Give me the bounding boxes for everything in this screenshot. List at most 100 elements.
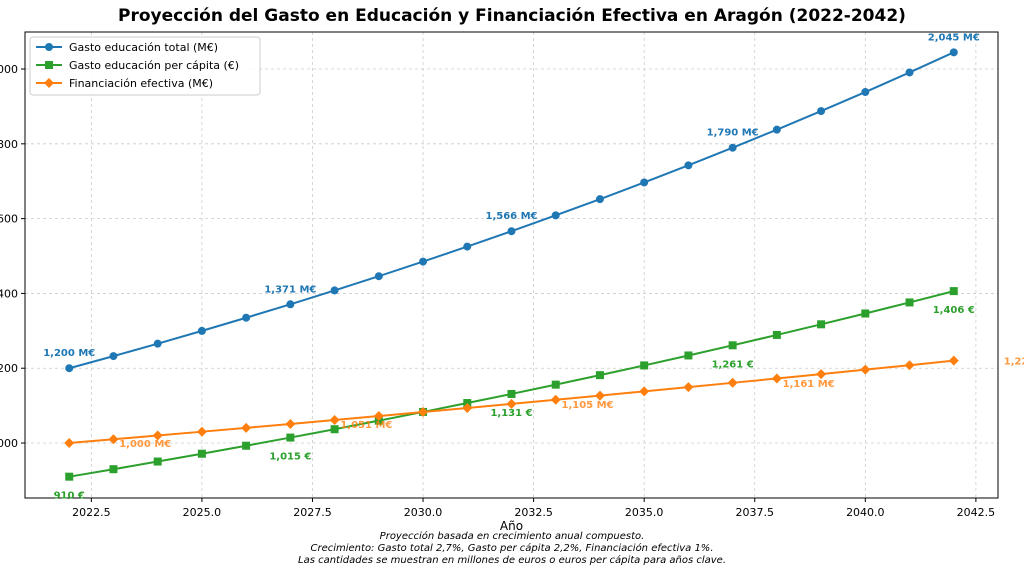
data-point (241, 422, 252, 433)
legend-entry: Financiación efectiva (M€) (69, 77, 213, 90)
data-point (109, 465, 118, 474)
data-point (153, 457, 162, 466)
data-label: 2,045 M€ (928, 32, 980, 43)
data-label: 1,131 € (490, 408, 532, 419)
data-point (772, 330, 781, 339)
y-tick-label: 1600 (0, 213, 18, 226)
x-tick-label: 2027.5 (293, 506, 332, 519)
data-label: 1,371 M€ (264, 284, 316, 295)
data-point (507, 389, 516, 398)
data-point (153, 339, 162, 348)
data-point (65, 364, 74, 373)
footnote-2: Crecimiento: Gasto total 2,7%, Gasto per… (310, 543, 714, 554)
data-point (905, 68, 914, 77)
data-point (373, 411, 384, 422)
data-point (550, 394, 561, 405)
data-label: 1,051 M€ (340, 420, 392, 431)
data-label: 1,220 M€ (1004, 357, 1024, 368)
legend-entry: Gasto educación total (M€) (69, 41, 218, 54)
data-point (949, 287, 958, 296)
data-point (949, 48, 958, 57)
legend-entry: Gasto educación per cápita (€) (69, 59, 239, 72)
data-point (197, 326, 206, 335)
data-point (594, 390, 605, 401)
data-point (286, 300, 295, 309)
data-point (418, 407, 429, 418)
data-point (463, 242, 472, 251)
data-label: 1,000 M€ (119, 439, 171, 450)
x-tick-label: 2037.5 (736, 506, 775, 519)
data-point (551, 211, 560, 220)
y-tick-label: 1200 (0, 362, 18, 375)
data-point (771, 373, 782, 384)
footnote-3: Las cantidades se muestran en millones d… (298, 555, 726, 566)
data-point (684, 161, 693, 170)
legend-marker (45, 61, 53, 69)
data-point (640, 361, 649, 370)
data-point (242, 313, 251, 322)
data-point (285, 418, 296, 429)
data-point (816, 369, 827, 380)
legend-box (29, 36, 261, 96)
data-label: 1,406 € (933, 305, 975, 316)
data-label: 1,566 M€ (485, 211, 537, 222)
data-point (329, 415, 340, 426)
data-label: 1,015 € (269, 452, 311, 463)
x-tick-label: 2032.5 (514, 506, 553, 519)
data-point (639, 386, 650, 397)
x-tick-label: 2022.5 (72, 506, 111, 519)
data-point (330, 425, 339, 434)
data-point (905, 298, 914, 307)
data-point (197, 449, 206, 458)
data-point (507, 227, 516, 236)
plot-frame (24, 31, 999, 499)
y-tick-label: 1400 (0, 287, 18, 300)
x-tick-label: 2042.5 (957, 506, 996, 519)
x-tick-label: 2025.0 (183, 506, 222, 519)
x-tick-label: 2030.0 (404, 506, 443, 519)
x-tick-label: 2040.0 (846, 506, 885, 519)
y-tick-label: 2000 (0, 63, 18, 76)
data-point (860, 364, 871, 375)
data-label: 1,105 M€ (561, 400, 613, 411)
data-point (108, 434, 119, 445)
x-tick-label: 2035.0 (625, 506, 664, 519)
data-point (640, 178, 649, 187)
data-point (551, 380, 560, 389)
x-axis-label: Año (500, 519, 523, 533)
data-point (109, 352, 118, 361)
data-point (904, 360, 915, 371)
data-label: 1,261 € (712, 359, 754, 370)
data-point (595, 371, 604, 380)
data-point (65, 472, 74, 481)
data-point (772, 125, 781, 134)
data-point (64, 438, 75, 449)
legend-marker (44, 78, 54, 88)
data-point (462, 402, 473, 413)
data-point (152, 430, 163, 441)
data-label: 910 € (54, 491, 85, 502)
data-point (419, 257, 428, 266)
data-point (374, 272, 383, 281)
chart-title: Proyección del Gasto en Educación y Fina… (118, 6, 906, 26)
data-point (727, 377, 738, 388)
footnote-1: Proyección basada en crecimiento anual c… (379, 531, 645, 542)
data-point (817, 320, 826, 329)
data-point (196, 426, 207, 437)
data-point (728, 143, 737, 152)
data-label: 1,200 M€ (43, 348, 95, 359)
y-tick-label: 1000 (0, 437, 18, 450)
data-label: 1,161 M€ (783, 379, 835, 390)
data-point (595, 195, 604, 204)
data-point (683, 382, 694, 393)
data-label: 1,790 M€ (707, 128, 759, 139)
data-point (948, 355, 959, 366)
data-point (330, 286, 339, 295)
legend-marker (45, 43, 53, 51)
data-point (861, 309, 870, 318)
data-point (286, 433, 295, 442)
data-point (817, 107, 826, 116)
data-point (506, 398, 517, 409)
